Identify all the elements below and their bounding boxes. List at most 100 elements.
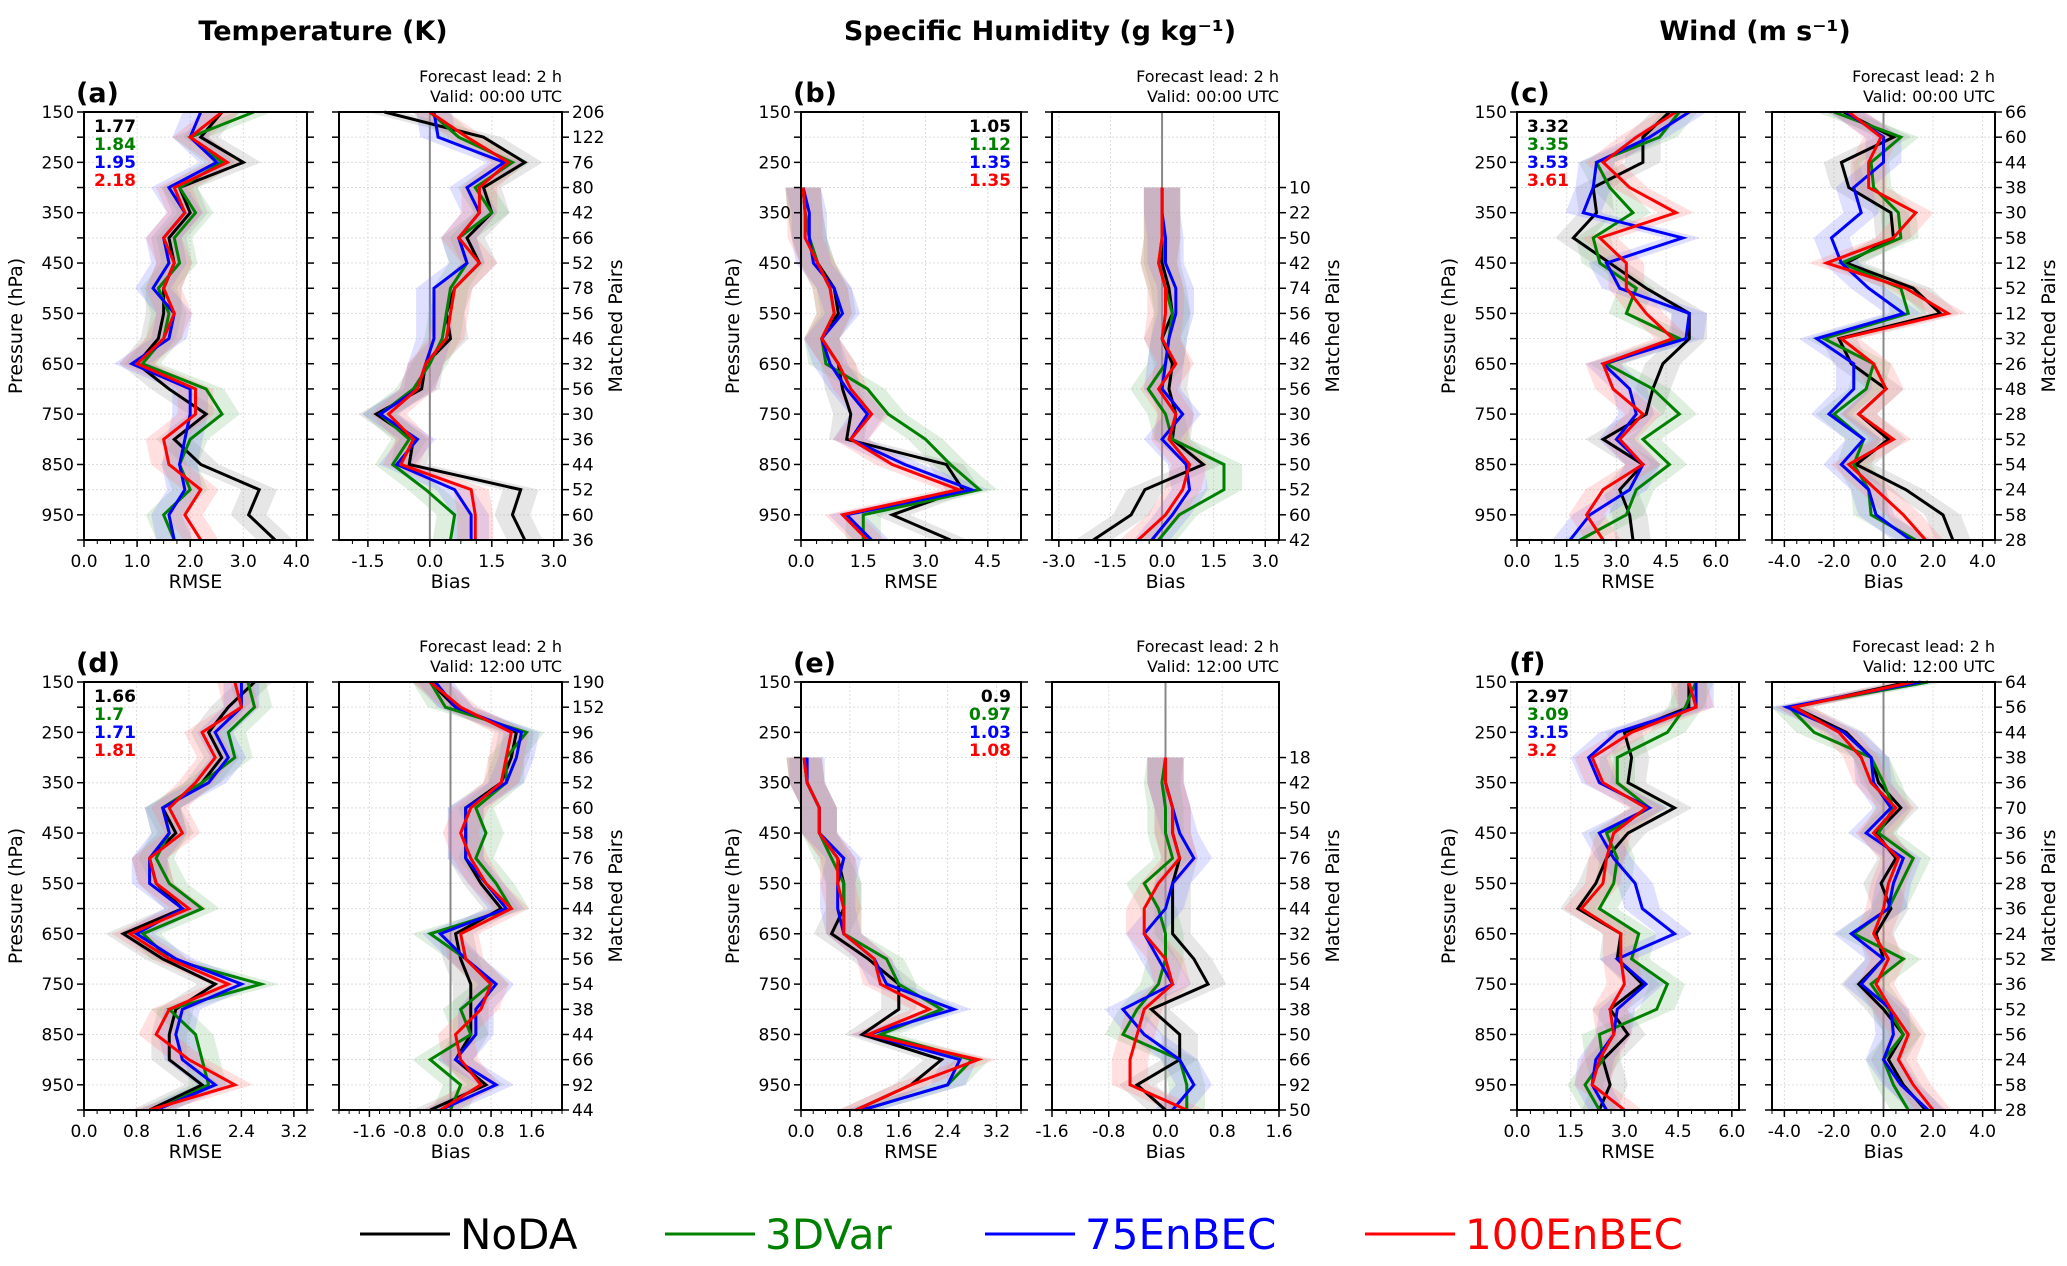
mean-rmse-3dvar: 1.7 [94, 705, 124, 725]
bias-axes: -4.0 -2.0 0.0 2.0 4.0 Bias 64 56 44 38 36 70 36 56 28 3… [1765, 673, 2027, 1163]
panel-label: (d) [76, 648, 120, 679]
y-tick-label: 350 [759, 774, 791, 794]
mean-rmse-100enbec: 2.18 [94, 171, 136, 191]
uncertainty-band-3dvar [124, 112, 272, 540]
matched-pairs-label: 18 [1289, 749, 1311, 769]
matched-pairs-label: 76 [572, 849, 594, 869]
series-line-3dvar [1786, 680, 1929, 1111]
mean-rmse-noda: 1.77 [94, 117, 136, 137]
matched-pairs-label: 46 [572, 330, 594, 350]
series-line-100enbec [386, 110, 511, 540]
panel-label: (f) [1509, 648, 1545, 679]
x-axis-label: Bias [431, 1141, 471, 1163]
matched-pairs-label: 28 [2005, 874, 2027, 894]
matched-pairs-label: 66 [2005, 103, 2027, 123]
y-tick-label: 950 [759, 1076, 791, 1096]
x-tick-label: -0.8 [393, 1122, 426, 1142]
x-tick-label: 0.8 [1209, 1122, 1236, 1142]
matched-pairs-label: 44 [1289, 900, 1311, 920]
y-axis-label: Pressure (hPa) [1438, 828, 1460, 964]
axes-frame [1051, 111, 1280, 541]
uncertainty-band-100enbec [785, 187, 977, 540]
x-tick-label: 2.4 [228, 1122, 255, 1142]
y-tick-label: 850 [759, 1025, 791, 1045]
matched-pairs-label: 70 [2005, 799, 2027, 819]
column-title-wind: Wind (m s⁻¹) [1659, 16, 1850, 47]
matched-pairs-label: 56 [572, 380, 594, 400]
matched-pairs-label: 56 [1289, 950, 1311, 970]
valid-time-text: Valid: 12:00 UTC [430, 657, 562, 676]
x-tick-label: -1.5 [351, 552, 384, 572]
forecast-lead-text: Forecast lead: 2 h [1136, 67, 1279, 86]
y-tick-label: 450 [759, 254, 791, 274]
x-tick-label: -4.0 [1768, 1122, 1801, 1142]
x-tick-label: 1.5 [478, 552, 505, 572]
x-tick-label: 3.0 [912, 552, 939, 572]
series-line-75enbec [133, 682, 246, 1112]
matched-pairs-label: 74 [1289, 279, 1311, 299]
matched-pairs-label: 44 [2005, 723, 2027, 743]
y-tick-label: 650 [1475, 925, 1507, 945]
matched-pairs-label: 36 [2005, 824, 2027, 844]
uncertainty-band-3dvar [1130, 187, 1243, 540]
matched-pairs-label: 48 [2005, 380, 2027, 400]
x-axis-label: RMSE [1601, 1141, 1655, 1163]
matched-pairs-label: 32 [2005, 330, 2027, 350]
matched-pairs-label: 56 [572, 304, 594, 324]
y-tick-label: 150 [42, 673, 74, 693]
bias-axes: -1.5 0.0 1.5 3.0 Bias 206 122 76 80 42 66 52 78 56 46 3… [332, 103, 604, 593]
y-tick-label: 750 [1475, 975, 1507, 995]
matched-pairs-label: 36 [2005, 975, 2027, 995]
matched-pairs-label: 52 [572, 481, 594, 501]
matched-pairs-label: 52 [2005, 430, 2027, 450]
x-axis-label: Bias [1146, 571, 1186, 593]
matched-pairs-label: 122 [572, 128, 604, 148]
matched-pairs-label: 12 [2005, 304, 2027, 324]
uncertainty-band-3dvar [1771, 682, 1946, 1110]
x-tick-label: 0.0 [416, 552, 443, 572]
uncertainty-band-3dvar [785, 187, 998, 540]
y-tick-label: 150 [1475, 673, 1507, 693]
x-tick-label: 1.6 [885, 1122, 912, 1142]
mean-rmse-100enbec: 3.2 [1527, 741, 1557, 761]
matched-pairs-label: 50 [1289, 799, 1311, 819]
mean-rmse-75enbec: 1.35 [969, 153, 1011, 173]
x-tick-label: 3.0 [1603, 552, 1630, 572]
forecast-lead-text: Forecast lead: 2 h [1852, 637, 1995, 656]
matched-pairs-label: 44 [572, 455, 594, 475]
panel-label: (a) [76, 78, 119, 109]
y-tick-label: 350 [1475, 204, 1507, 224]
matched-pairs-label: 52 [2005, 950, 2027, 970]
legend-label: NoDA [460, 1210, 578, 1259]
x-tick-label: -3.0 [1042, 552, 1075, 572]
y-tick-label: 450 [1475, 824, 1507, 844]
uncertainty-band-100enbec [1563, 682, 1714, 1110]
matched-pairs-label: 66 [572, 1051, 594, 1071]
matched-pairs-label: 58 [2005, 1076, 2027, 1096]
y-tick-label: 750 [42, 975, 74, 995]
bias-axes: -4.0 -2.0 0.0 2.0 4.0 Bias 66 60 44 38 30 58 12 52 12 3… [1765, 103, 2027, 593]
mean-rmse-100enbec: 1.35 [969, 171, 1011, 191]
x-tick-label: 0.0 [437, 1122, 464, 1142]
mean-rmse-3dvar: 0.97 [969, 705, 1011, 725]
y-tick-label: 150 [42, 103, 74, 123]
x-tick-label: 3.2 [983, 1122, 1010, 1142]
y-tick-label: 650 [1475, 355, 1507, 375]
y-tick-label: 650 [42, 925, 74, 945]
matched-pairs-label: 56 [572, 950, 594, 970]
x-tick-label: -1.6 [1035, 1122, 1068, 1142]
series-line-3dvar [140, 681, 267, 1112]
uncertainty-band-noda [1560, 682, 1707, 1110]
uncertainty-band-3dvar [1567, 682, 1714, 1110]
matched-pairs-label: 92 [1289, 1076, 1311, 1096]
y-axis-label: Pressure (hPa) [1438, 258, 1460, 394]
x-tick-label: 2.4 [934, 1122, 961, 1142]
matched-pairs-label: 24 [2005, 1051, 2027, 1071]
matched-pairs-label: 58 [1289, 874, 1311, 894]
y-axis-label: Pressure (hPa) [5, 258, 27, 394]
matched-pairs-label: 152 [572, 698, 604, 718]
matched-pairs-label: 46 [1289, 330, 1311, 350]
y-tick-label: 150 [1475, 103, 1507, 123]
rmse-axes: 0.0 0.8 1.6 2.4 3.2 RMSE 150 250 350 450 550 650 750… [759, 673, 1028, 1163]
y-tick-label: 550 [42, 874, 74, 894]
